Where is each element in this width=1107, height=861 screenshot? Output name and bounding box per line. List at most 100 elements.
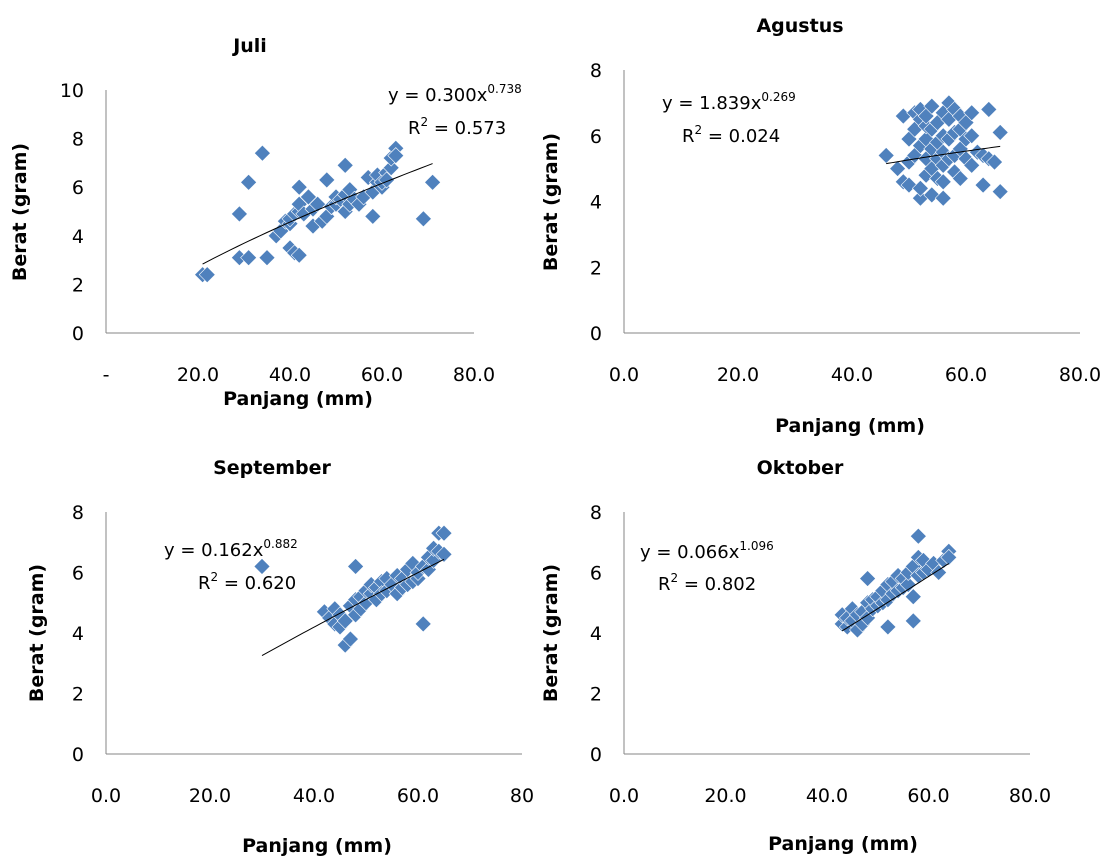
trendline-equation: y = 1.839x0.269 bbox=[662, 90, 796, 114]
r-squared-label: R2 = 0.573 bbox=[408, 115, 506, 139]
data-point bbox=[364, 207, 382, 225]
data-point bbox=[951, 170, 969, 187]
power-trendline bbox=[841, 563, 950, 632]
y-axis-title: Berat (gram) bbox=[9, 143, 31, 281]
data-point bbox=[940, 548, 958, 566]
data-point bbox=[253, 558, 271, 575]
data-point bbox=[991, 183, 1009, 201]
data-point bbox=[336, 612, 354, 630]
data-point bbox=[911, 179, 929, 197]
data-point bbox=[382, 159, 400, 177]
y-tick-label: 2 bbox=[590, 684, 602, 706]
data-point bbox=[980, 101, 998, 118]
x-tick-label: 60.0 bbox=[945, 364, 987, 386]
x-tick-label: 20.0 bbox=[189, 785, 231, 807]
chart-title: Agustus bbox=[756, 15, 843, 37]
y-tick-label: 4 bbox=[590, 623, 602, 645]
y-tick-label: 6 bbox=[72, 177, 84, 199]
x-axis-title: Panjang (mm) bbox=[775, 415, 925, 437]
y-axis-title: Berat (gram) bbox=[26, 564, 48, 702]
data-point bbox=[240, 249, 258, 267]
r-squared-label: R2 = 0.024 bbox=[682, 123, 780, 147]
data-point bbox=[253, 144, 271, 162]
y-tick-label: 2 bbox=[590, 257, 602, 279]
y-tick-label: 0 bbox=[590, 323, 602, 345]
y-tick-label: 8 bbox=[590, 502, 602, 524]
y-tick-label: 0 bbox=[590, 744, 602, 766]
x-tick-label: 80.0 bbox=[453, 364, 495, 386]
trendline-equation: y = 0.066x1.096 bbox=[640, 539, 774, 563]
data-point bbox=[258, 249, 276, 267]
y-tick-label: 6 bbox=[590, 126, 602, 148]
x-tick-label: 60.0 bbox=[397, 785, 439, 807]
x-axis-title: Panjang (mm) bbox=[242, 835, 392, 857]
x-tick-label: 60.0 bbox=[907, 785, 949, 807]
data-point bbox=[424, 173, 442, 191]
y-tick-label: 8 bbox=[72, 129, 84, 151]
data-point bbox=[879, 618, 897, 636]
data-point bbox=[963, 104, 981, 122]
x-tick-label: 40.0 bbox=[806, 785, 848, 807]
data-point bbox=[414, 210, 432, 228]
x-tick-label: 20.0 bbox=[717, 364, 759, 386]
r-squared-label: R2 = 0.620 bbox=[198, 570, 296, 594]
y-tick-label: 2 bbox=[72, 274, 84, 296]
y-tick-label: 8 bbox=[590, 60, 602, 82]
x-tick-label: 40.0 bbox=[269, 364, 311, 386]
x-tick-label: 80 bbox=[510, 785, 534, 807]
data-point bbox=[198, 266, 216, 284]
x-tick-label: 20.0 bbox=[704, 785, 746, 807]
chart-title: Juli bbox=[231, 35, 267, 57]
data-point bbox=[934, 173, 952, 191]
data-point bbox=[986, 153, 1003, 171]
data-point bbox=[899, 576, 917, 594]
y-tick-label: 2 bbox=[72, 684, 84, 706]
y-tick-label: 4 bbox=[72, 226, 84, 248]
x-axis-title: Panjang (mm) bbox=[768, 833, 918, 855]
power-trendline bbox=[886, 145, 1001, 165]
data-point bbox=[904, 612, 922, 630]
data-point bbox=[963, 127, 981, 145]
y-axis-title: Berat (gram) bbox=[540, 133, 562, 271]
data-point bbox=[347, 558, 365, 575]
data-point bbox=[387, 147, 405, 165]
chart-title: September bbox=[213, 457, 331, 479]
chart-september: 0 2 4 6 8 0.0 20.0 40.0 60.0 80 September Panjang (… bbox=[26, 457, 534, 857]
data-point bbox=[991, 124, 1009, 141]
data-point bbox=[923, 97, 941, 115]
chart-juli: 0 2 4 6 8 10 - 20.0 40.0 60.0 80.0 Juli Panjang (mm)… bbox=[9, 35, 522, 410]
x-tick-label: 0.0 bbox=[91, 785, 121, 807]
y-tick-label: 8 bbox=[72, 502, 84, 524]
y-tick-label: 0 bbox=[72, 744, 84, 766]
y-axis-title: Berat (gram) bbox=[540, 564, 562, 702]
data-point bbox=[435, 524, 453, 542]
data-point bbox=[240, 173, 258, 191]
data-point bbox=[290, 246, 308, 264]
r-squared-label: R2 = 0.802 bbox=[658, 571, 756, 595]
data-point bbox=[859, 570, 877, 587]
data-point bbox=[341, 630, 359, 648]
chart-title: Oktober bbox=[757, 457, 844, 479]
x-tick-label: 20.0 bbox=[177, 364, 219, 386]
y-tick-label: 4 bbox=[590, 192, 602, 214]
data-point bbox=[974, 176, 992, 194]
data-point bbox=[877, 147, 895, 164]
x-tick-label: 0.0 bbox=[609, 785, 639, 807]
power-trendline bbox=[202, 163, 433, 265]
x-tick-label: 0.0 bbox=[609, 364, 639, 386]
y-tick-label: 6 bbox=[72, 563, 84, 585]
y-tick-label: 0 bbox=[72, 323, 84, 345]
data-point bbox=[378, 171, 396, 189]
y-tick-label: 4 bbox=[72, 623, 84, 645]
x-tick-label: 80.0 bbox=[1059, 364, 1101, 386]
x-tick-label: 60.0 bbox=[361, 364, 403, 386]
data-point bbox=[435, 545, 453, 563]
y-tick-label: 10 bbox=[60, 80, 84, 102]
data-point bbox=[909, 527, 927, 545]
data-point bbox=[299, 188, 317, 206]
power-trendline bbox=[261, 558, 445, 657]
x-axis-title: Panjang (mm) bbox=[223, 388, 373, 410]
